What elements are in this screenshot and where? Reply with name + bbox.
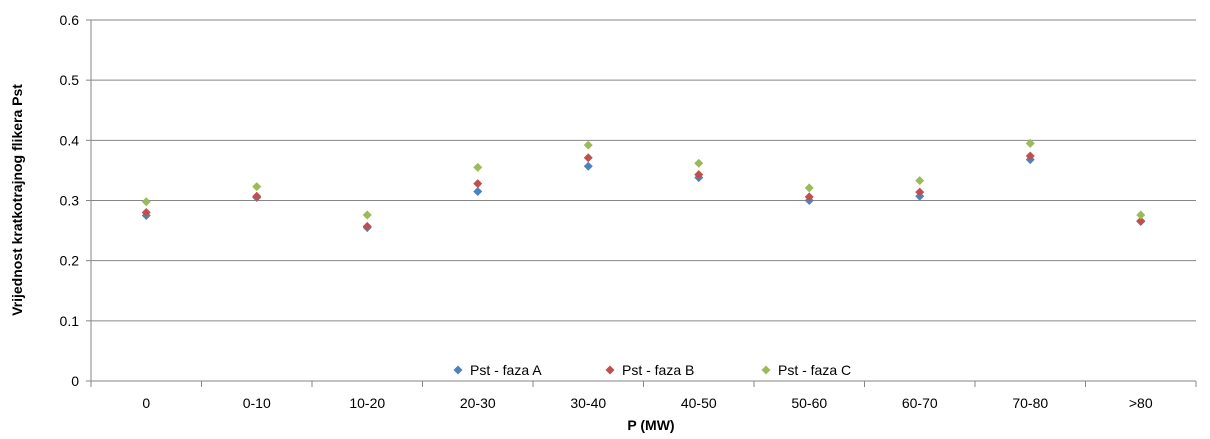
data-point-series-3 <box>804 183 814 193</box>
legend-marker <box>761 365 771 375</box>
y-tick-label: 0 <box>71 373 79 389</box>
data-point-series-3 <box>141 197 151 207</box>
y-tick-label: 0.2 <box>60 253 80 269</box>
data-point-series-2 <box>141 208 151 218</box>
data-point-series-3 <box>473 162 483 172</box>
legend-label: Pst - faza B <box>622 362 694 378</box>
x-tick-label: 0 <box>142 395 150 411</box>
y-tick-label: 0.1 <box>60 313 80 329</box>
data-point-series-2 <box>804 192 814 202</box>
x-tick-label: 20-30 <box>460 395 496 411</box>
axes <box>86 19 1197 387</box>
y-tick-labels: 0 0.1 0.2 0.3 0.4 0.5 0.6 <box>60 12 80 389</box>
legend: Pst - faza A Pst - faza B Pst - faza C <box>453 362 851 378</box>
x-tick-label: 40-50 <box>681 395 717 411</box>
data-point-series-2 <box>1025 151 1035 161</box>
data-point-series-3 <box>1025 138 1035 148</box>
y-tick-label: 0.3 <box>60 193 80 209</box>
x-tick-label: 50-60 <box>791 395 827 411</box>
gridlines <box>91 19 1196 322</box>
x-tick-label: >80 <box>1129 395 1153 411</box>
data-point-series-1 <box>583 161 593 171</box>
x-tick-labels: 0 0-10 10-20 20-30 30-40 40-50 50-60 60-70 70-80… <box>142 395 1152 411</box>
data-point-series-2 <box>694 170 704 180</box>
data-point-series-3 <box>252 182 262 192</box>
x-tick-label: 10-20 <box>349 395 385 411</box>
data-point-series-3 <box>915 176 925 186</box>
legend-item: Pst - faza B <box>605 362 694 378</box>
legend-item: Pst - faza C <box>761 362 851 378</box>
data-point-series-2 <box>915 187 925 197</box>
data-points <box>141 138 1146 233</box>
y-tick-label: 0.6 <box>60 12 80 28</box>
y-tick-label: 0.5 <box>60 72 80 88</box>
data-point-series-2 <box>252 191 262 201</box>
data-point-series-2 <box>583 153 593 163</box>
legend-label: Pst - faza A <box>470 362 542 378</box>
data-point-series-2 <box>362 221 372 231</box>
data-point-series-1 <box>473 186 483 196</box>
data-point-series-3 <box>694 158 704 168</box>
data-point-series-2 <box>473 179 483 189</box>
legend-marker <box>605 365 615 375</box>
data-point-series-3 <box>1136 210 1146 220</box>
data-point-series-3 <box>362 210 372 220</box>
x-axis-title: P (MW) <box>627 417 674 433</box>
data-point-series-2 <box>1136 216 1146 226</box>
x-tick-label: 0-10 <box>243 395 271 411</box>
y-axis-title: Vrijednost kratkotrajnog flikera Pst <box>9 84 25 316</box>
x-tick-label: 60-70 <box>902 395 938 411</box>
legend-label: Pst - faza C <box>778 362 851 378</box>
legend-item: Pst - faza A <box>453 362 542 378</box>
data-point-series-3 <box>583 140 593 150</box>
y-tick-label: 0.4 <box>60 132 80 148</box>
x-tick-label: 30-40 <box>570 395 606 411</box>
legend-marker <box>453 365 463 375</box>
x-tick-label: 70-80 <box>1012 395 1048 411</box>
